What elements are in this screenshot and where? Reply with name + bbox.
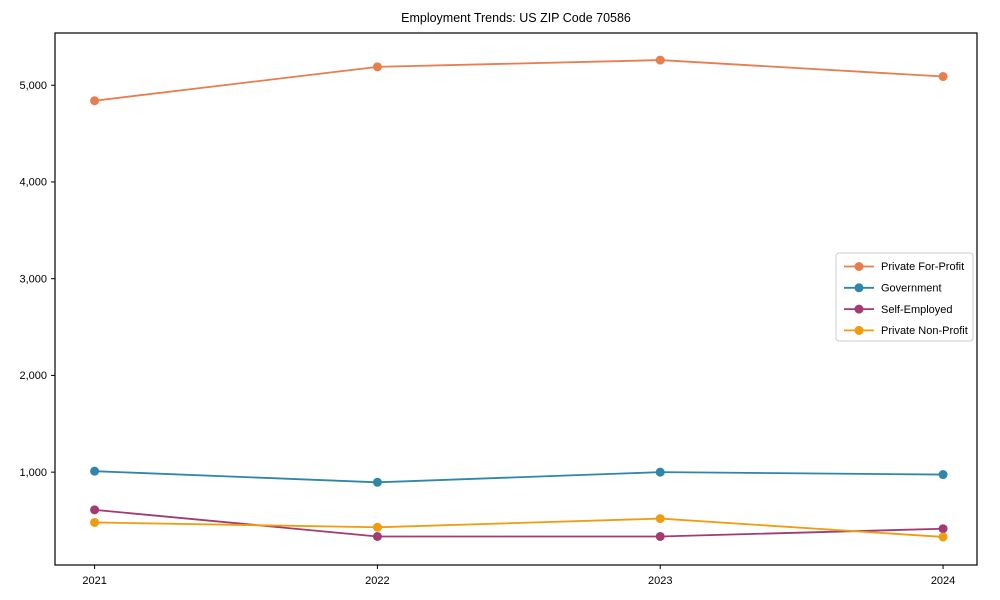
chart-title: Employment Trends: US ZIP Code 70586 (401, 11, 631, 25)
plot-frame (54, 32, 978, 566)
x-tick-label: 2024 (931, 575, 955, 587)
legend-box (835, 252, 974, 342)
series-line-self-employed (94, 508, 944, 538)
legend-label: Self-Employed (881, 304, 953, 316)
legend-marker-dot (854, 325, 864, 335)
data-point-marker (938, 470, 948, 480)
legend-marker-dot (854, 304, 864, 314)
y-tick-label: 4,000 (19, 177, 47, 189)
legend-label: Private For-Profit (881, 261, 964, 273)
data-point-marker (938, 532, 948, 542)
legend-marker-dot (854, 283, 864, 293)
x-tick-label: 2023 (648, 575, 672, 587)
legend-label: Government (881, 283, 942, 295)
data-point-marker (372, 522, 382, 532)
data-point-marker (938, 524, 948, 534)
data-point-marker (655, 467, 665, 477)
data-point-marker (655, 55, 665, 65)
x-tick-label: 2021 (82, 575, 106, 587)
data-point-marker (90, 517, 100, 527)
y-tick-label: 2,000 (19, 370, 47, 382)
data-point-marker (372, 477, 382, 487)
y-tick-label: 3,000 (19, 273, 47, 285)
y-tick-label: 1,000 (19, 467, 47, 479)
series-line-private-non-profit (94, 517, 944, 538)
data-point-marker (655, 531, 665, 541)
data-point-marker (655, 514, 665, 524)
series-line-private-for-profit (94, 59, 944, 102)
x-tick-label: 2022 (365, 575, 389, 587)
y-tick-label: 5,000 (19, 80, 47, 92)
data-point-marker (90, 466, 100, 476)
legend-label: Private Non-Profit (881, 325, 968, 337)
legend-marker-dot (854, 262, 864, 271)
series-line-government (94, 470, 944, 484)
data-point-marker (90, 96, 100, 106)
data-point-marker (372, 531, 382, 541)
data-point-marker (372, 62, 382, 72)
data-point-marker (90, 505, 100, 515)
data-point-marker (938, 72, 948, 82)
